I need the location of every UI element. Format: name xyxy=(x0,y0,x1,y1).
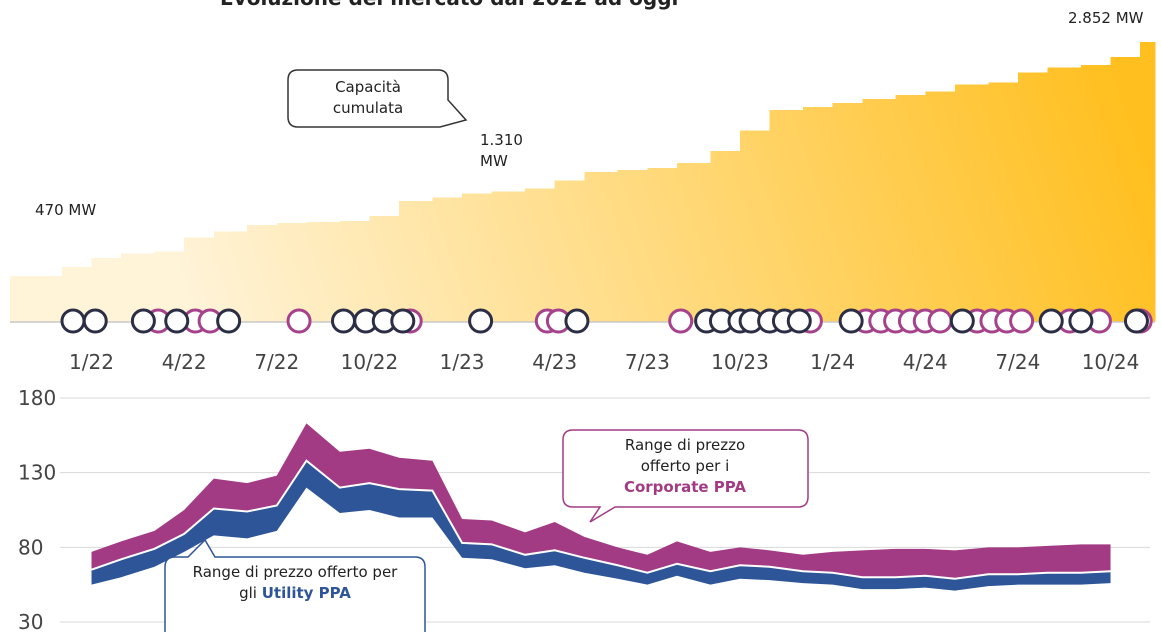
callout: Range di prezzo offerto per gli Utility … xyxy=(190,562,400,604)
step xyxy=(676,162,711,322)
event-marker xyxy=(838,308,864,334)
series-name: Utility PPA xyxy=(261,584,351,602)
event-marker xyxy=(130,308,156,334)
step xyxy=(28,275,63,322)
step xyxy=(895,95,926,322)
event-marker xyxy=(668,308,694,334)
step xyxy=(954,84,989,322)
event-marker xyxy=(1038,308,1064,334)
separator-line xyxy=(91,459,1111,580)
step xyxy=(1110,56,1141,323)
event-marker xyxy=(927,308,953,334)
annotation: Capacità cumulata xyxy=(332,78,404,117)
step xyxy=(802,106,834,323)
event-marker xyxy=(390,308,416,334)
x-tick-label: 4/23 xyxy=(532,350,577,374)
step xyxy=(554,180,585,322)
event-marker xyxy=(468,308,494,334)
range-band xyxy=(91,460,1111,591)
event-marker xyxy=(330,308,356,334)
step xyxy=(1140,42,1156,322)
event-marker xyxy=(949,308,975,334)
step xyxy=(399,201,433,322)
step xyxy=(988,82,1019,322)
step xyxy=(769,109,804,322)
event-marker xyxy=(1009,308,1035,334)
event-marker xyxy=(1068,308,1094,334)
step xyxy=(1047,67,1082,323)
step xyxy=(862,99,897,322)
step xyxy=(584,171,619,322)
x-tick-label: 7/22 xyxy=(254,350,299,374)
step xyxy=(462,193,493,322)
step xyxy=(739,130,771,322)
y-tick-label: 130 xyxy=(18,461,56,485)
x-tick-label: 1/22 xyxy=(69,350,114,374)
callout-shape xyxy=(287,69,468,128)
annotation: 1.310 MW xyxy=(480,131,523,170)
event-marker xyxy=(82,308,108,334)
capacity-chart: 1/22 4/22 7/22 10/22 1/23 4/23 7/23 10/23 1/24 4/… xyxy=(10,42,1156,374)
step xyxy=(647,167,678,322)
event-marker xyxy=(564,308,590,334)
event-marker xyxy=(60,308,86,334)
step xyxy=(1080,64,1112,322)
x-tick-label: 4/24 xyxy=(903,350,948,374)
step xyxy=(1017,72,1049,322)
callout-shape xyxy=(562,429,809,523)
x-tick-label: 10/23 xyxy=(711,350,769,374)
x-tick-label: 1/24 xyxy=(810,350,855,374)
step xyxy=(247,224,278,322)
event-marker xyxy=(286,308,312,334)
annotation: 470 MW xyxy=(35,201,97,219)
annotation: Range di prezzo offerto per gli xyxy=(192,563,398,602)
step xyxy=(491,191,526,322)
y-tick-label: 80 xyxy=(18,535,43,559)
x-tick-label: 7/23 xyxy=(625,350,670,374)
y-tick-label: 30 xyxy=(18,610,43,632)
step xyxy=(432,197,463,322)
step xyxy=(10,275,30,322)
step xyxy=(617,169,648,322)
y-tick-label: 180 xyxy=(18,386,56,410)
x-tick-label: 1/23 xyxy=(440,350,485,374)
series-name: Corporate PPA xyxy=(623,478,747,496)
x-tick-label: 10/24 xyxy=(1082,350,1140,374)
step xyxy=(369,215,400,322)
step xyxy=(184,237,215,322)
range-band xyxy=(91,423,1111,579)
step xyxy=(306,221,341,322)
x-tick-label: 4/22 xyxy=(162,350,207,374)
chart-title: Evoluzione del mercato dal 2022 ad oggi xyxy=(220,0,678,10)
x-tick-label: 7/24 xyxy=(995,350,1040,374)
event-marker xyxy=(164,308,190,334)
event-marker xyxy=(216,308,242,334)
annotation: Range di prezzo offerto per i xyxy=(624,436,746,475)
annotation: 2.852 MW xyxy=(1068,9,1144,27)
step xyxy=(925,91,956,322)
step xyxy=(832,103,863,322)
step xyxy=(213,231,248,322)
event-marker xyxy=(786,308,812,334)
step xyxy=(339,220,370,322)
event-marker xyxy=(1123,308,1149,334)
callout: Range di prezzo offerto per i Corporate … xyxy=(600,435,770,498)
step xyxy=(710,151,741,322)
callout-shape xyxy=(164,538,426,632)
step xyxy=(276,222,307,322)
step xyxy=(525,188,556,322)
price-chart: 30 80 130 180 xyxy=(18,386,1150,632)
x-tick-label: 10/22 xyxy=(341,350,399,374)
